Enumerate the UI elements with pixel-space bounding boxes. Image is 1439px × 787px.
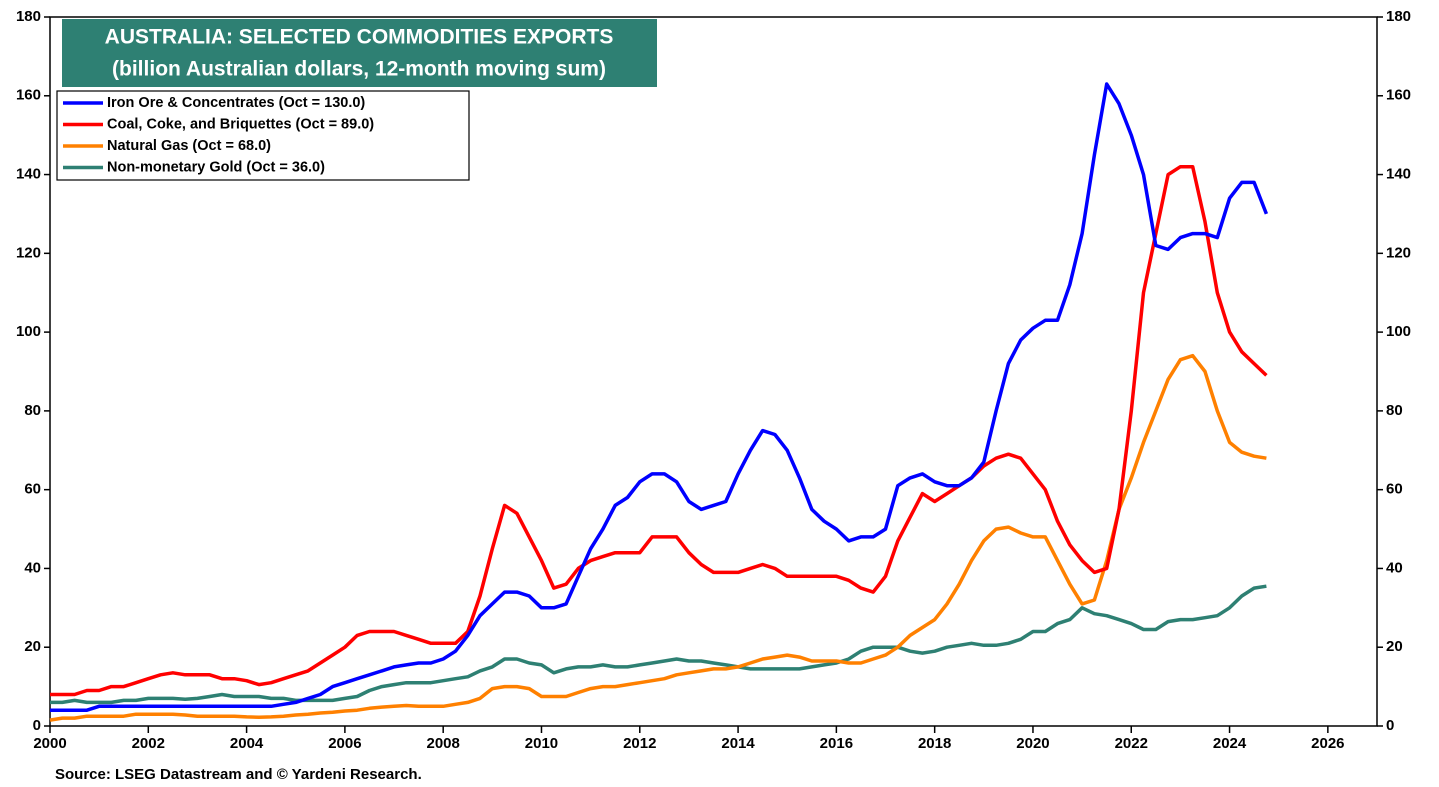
y2-tick-label: 20 — [1386, 638, 1403, 655]
x-tick-label: 2012 — [623, 735, 656, 752]
y2-tick-label: 120 — [1386, 244, 1411, 261]
y-tick-label: 80 — [24, 402, 41, 419]
y2-tick-label: 40 — [1386, 559, 1403, 576]
y-tick-label: 40 — [24, 559, 41, 576]
y-tick-label: 120 — [16, 244, 41, 261]
legend-label: Natural Gas (Oct = 68.0) — [107, 138, 271, 154]
x-tick-label: 2010 — [525, 735, 558, 752]
legend-label: Non-monetary Gold (Oct = 36.0) — [107, 159, 325, 175]
x-tick-label: 2016 — [820, 735, 853, 752]
y-tick-label: 60 — [24, 481, 41, 498]
x-tick-label: 2006 — [328, 735, 361, 752]
y-tick-label: 180 — [16, 8, 41, 25]
y2-tick-label: 100 — [1386, 323, 1411, 340]
series-line — [49, 353, 1267, 722]
series-lines — [49, 82, 1269, 722]
legend-label: Coal, Coke, and Briquettes (Oct = 89.0) — [107, 116, 374, 132]
source-note: Source: LSEG Datastream and © Yardeni Re… — [55, 766, 422, 783]
x-tick-label: 2022 — [1115, 735, 1148, 752]
y2-tick-label: 60 — [1386, 481, 1403, 498]
x-tick-label: 2004 — [230, 735, 264, 752]
plot-frame — [49, 16, 1378, 727]
x-tick-label: 2026 — [1311, 735, 1344, 752]
y2-tick-label: 80 — [1386, 402, 1403, 419]
y-tick-label: 140 — [16, 166, 41, 183]
y-tick-label: 160 — [16, 87, 41, 104]
series-line — [50, 164, 1268, 697]
x-tick-label: 2000 — [33, 735, 66, 752]
chart-subtitle: (billion Australian dollars, 12-month mo… — [112, 58, 606, 81]
series-line — [50, 82, 1269, 712]
y2-tick-label: 0 — [1386, 717, 1394, 734]
x-tick-label: 2008 — [426, 735, 459, 752]
x-tick-label: 2020 — [1016, 735, 1049, 752]
x-tick-label: 2018 — [918, 735, 951, 752]
chart-title: AUSTRALIA: SELECTED COMMODITIES EXPORTS — [105, 26, 614, 49]
legend-label: Iron Ore & Concentrates (Oct = 130.0) — [107, 95, 365, 111]
legend: Iron Ore & Concentrates (Oct = 130.0) Coa… — [63, 95, 374, 175]
x-tick-label: 2024 — [1213, 735, 1247, 752]
axes: 0 20 40 60 80 100 120 140 160 180 0 20 40 60 80 100 120 1… — [16, 8, 1411, 752]
x-tick-label: 2014 — [721, 735, 755, 752]
y-tick-label: 20 — [24, 638, 41, 655]
series-line — [50, 584, 1267, 705]
y-tick-label: 0 — [33, 717, 41, 734]
y2-tick-label: 180 — [1386, 8, 1411, 25]
x-tick-label: 2002 — [132, 735, 165, 752]
y-tick-label: 100 — [16, 323, 41, 340]
y2-tick-label: 160 — [1386, 87, 1411, 104]
title-box — [62, 19, 657, 87]
y2-tick-label: 140 — [1386, 166, 1411, 183]
legend-box — [56, 90, 470, 181]
